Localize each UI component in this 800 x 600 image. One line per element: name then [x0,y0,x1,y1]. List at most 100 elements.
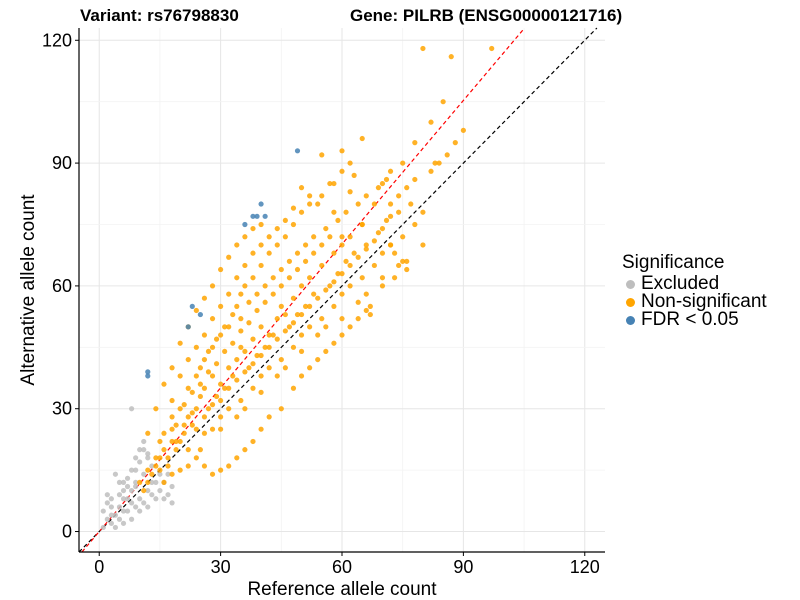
data-point-non-significant [355,201,361,207]
data-point-non-significant [327,234,333,240]
data-point-non-significant [157,438,163,445]
data-point-non-significant [444,152,450,158]
data-point-non-significant [339,168,345,174]
data-point-non-significant [246,299,252,305]
data-point-non-significant [226,291,232,297]
data-point-non-significant [278,283,284,289]
x-tick-label: 60 [332,557,352,577]
legend-dot-fdr [626,315,635,325]
data-point-non-significant [185,463,191,469]
data-point-non-significant [323,287,329,293]
data-point-excluded [124,508,131,514]
data-point-excluded [149,492,155,498]
data-point-non-significant [169,471,175,477]
data-point-non-significant [201,414,208,420]
data-point-non-significant [254,352,260,359]
data-point-non-significant [298,332,305,338]
data-point-non-significant [371,238,377,244]
data-point-non-significant [282,234,288,240]
data-point-non-significant [242,447,248,453]
data-point-non-significant [226,406,232,412]
data-point-non-significant [234,242,240,248]
data-point-non-significant [315,356,321,363]
data-point-non-significant [387,201,394,207]
data-point-non-significant [428,119,434,125]
data-point-non-significant [266,332,272,338]
data-point-non-significant [347,324,353,330]
data-point-non-significant [197,447,203,453]
data-point-fdr-0-05 [250,213,256,219]
data-point-non-significant [258,262,264,269]
data-point-excluded [104,516,110,522]
data-point-non-significant [177,406,183,412]
data-point-fdr-0-05 [242,221,248,228]
data-point-non-significant [213,361,220,367]
data-point-non-significant [201,430,208,436]
data-point-non-significant [355,299,361,305]
data-point-non-significant [258,324,264,330]
data-point-non-significant [177,373,183,379]
data-point-non-significant [145,430,151,436]
reference-lines [78,27,598,553]
data-point-non-significant [258,389,264,395]
data-point-non-significant [307,193,313,199]
data-point-non-significant [218,397,224,404]
data-point-non-significant [319,262,325,269]
data-point-non-significant [165,455,171,461]
data-point-non-significant [145,467,151,473]
data-point-non-significant [290,320,297,326]
data-point-excluded [129,500,135,506]
data-point-non-significant [294,311,301,318]
data-point-non-significant [242,348,248,355]
data-point-non-significant [209,283,216,289]
data-point-fdr-0-05 [185,324,191,330]
data-point-excluded [157,487,163,494]
data-point-non-significant [242,406,248,412]
data-point-excluded [120,487,127,494]
data-point-non-significant [169,397,175,404]
data-point-non-significant [262,283,268,289]
data-point-non-significant [387,213,394,219]
data-point-non-significant [383,217,390,224]
data-point-non-significant [278,356,284,363]
data-point-non-significant [307,303,313,309]
data-point-non-significant [185,414,191,420]
data-point-non-significant [315,295,321,301]
data-point-non-significant [218,467,224,473]
data-point-non-significant [177,467,183,473]
data-point-fdr-0-05 [197,311,203,318]
data-point-non-significant [189,389,195,395]
data-point-non-significant [311,291,317,297]
data-point-non-significant [379,180,386,187]
data-point-non-significant [404,185,410,191]
data-point-non-significant [278,303,284,309]
data-point-non-significant [234,303,240,309]
data-point-non-significant [201,385,208,391]
data-point-non-significant [302,303,309,309]
data-point-excluded [108,520,114,526]
data-point-non-significant [250,385,256,391]
data-point-fdr-0-05 [145,373,151,379]
data-point-non-significant [339,234,345,240]
data-point-non-significant [375,230,382,236]
data-point-non-significant [290,221,297,228]
data-point-non-significant [359,135,365,142]
data-point-non-significant [185,385,191,391]
data-point-non-significant [165,463,171,469]
data-point-non-significant [452,140,458,146]
data-point-excluded [120,508,127,514]
data-point-non-significant [242,262,248,269]
data-point-non-significant [258,221,264,228]
data-point-excluded [100,524,106,531]
data-point-excluded [112,471,119,477]
data-point-non-significant [351,172,357,178]
data-point-non-significant [266,344,272,350]
data-point-non-significant [270,291,276,297]
data-point-non-significant [205,348,212,355]
data-point-non-significant [209,402,216,408]
axes: 0 30 60 90 120 0 30 60 90 120 [42,28,605,577]
data-point-excluded [112,524,119,531]
data-point-non-significant [278,406,284,412]
data-point-excluded [133,467,139,473]
data-point-non-significant [404,266,410,273]
